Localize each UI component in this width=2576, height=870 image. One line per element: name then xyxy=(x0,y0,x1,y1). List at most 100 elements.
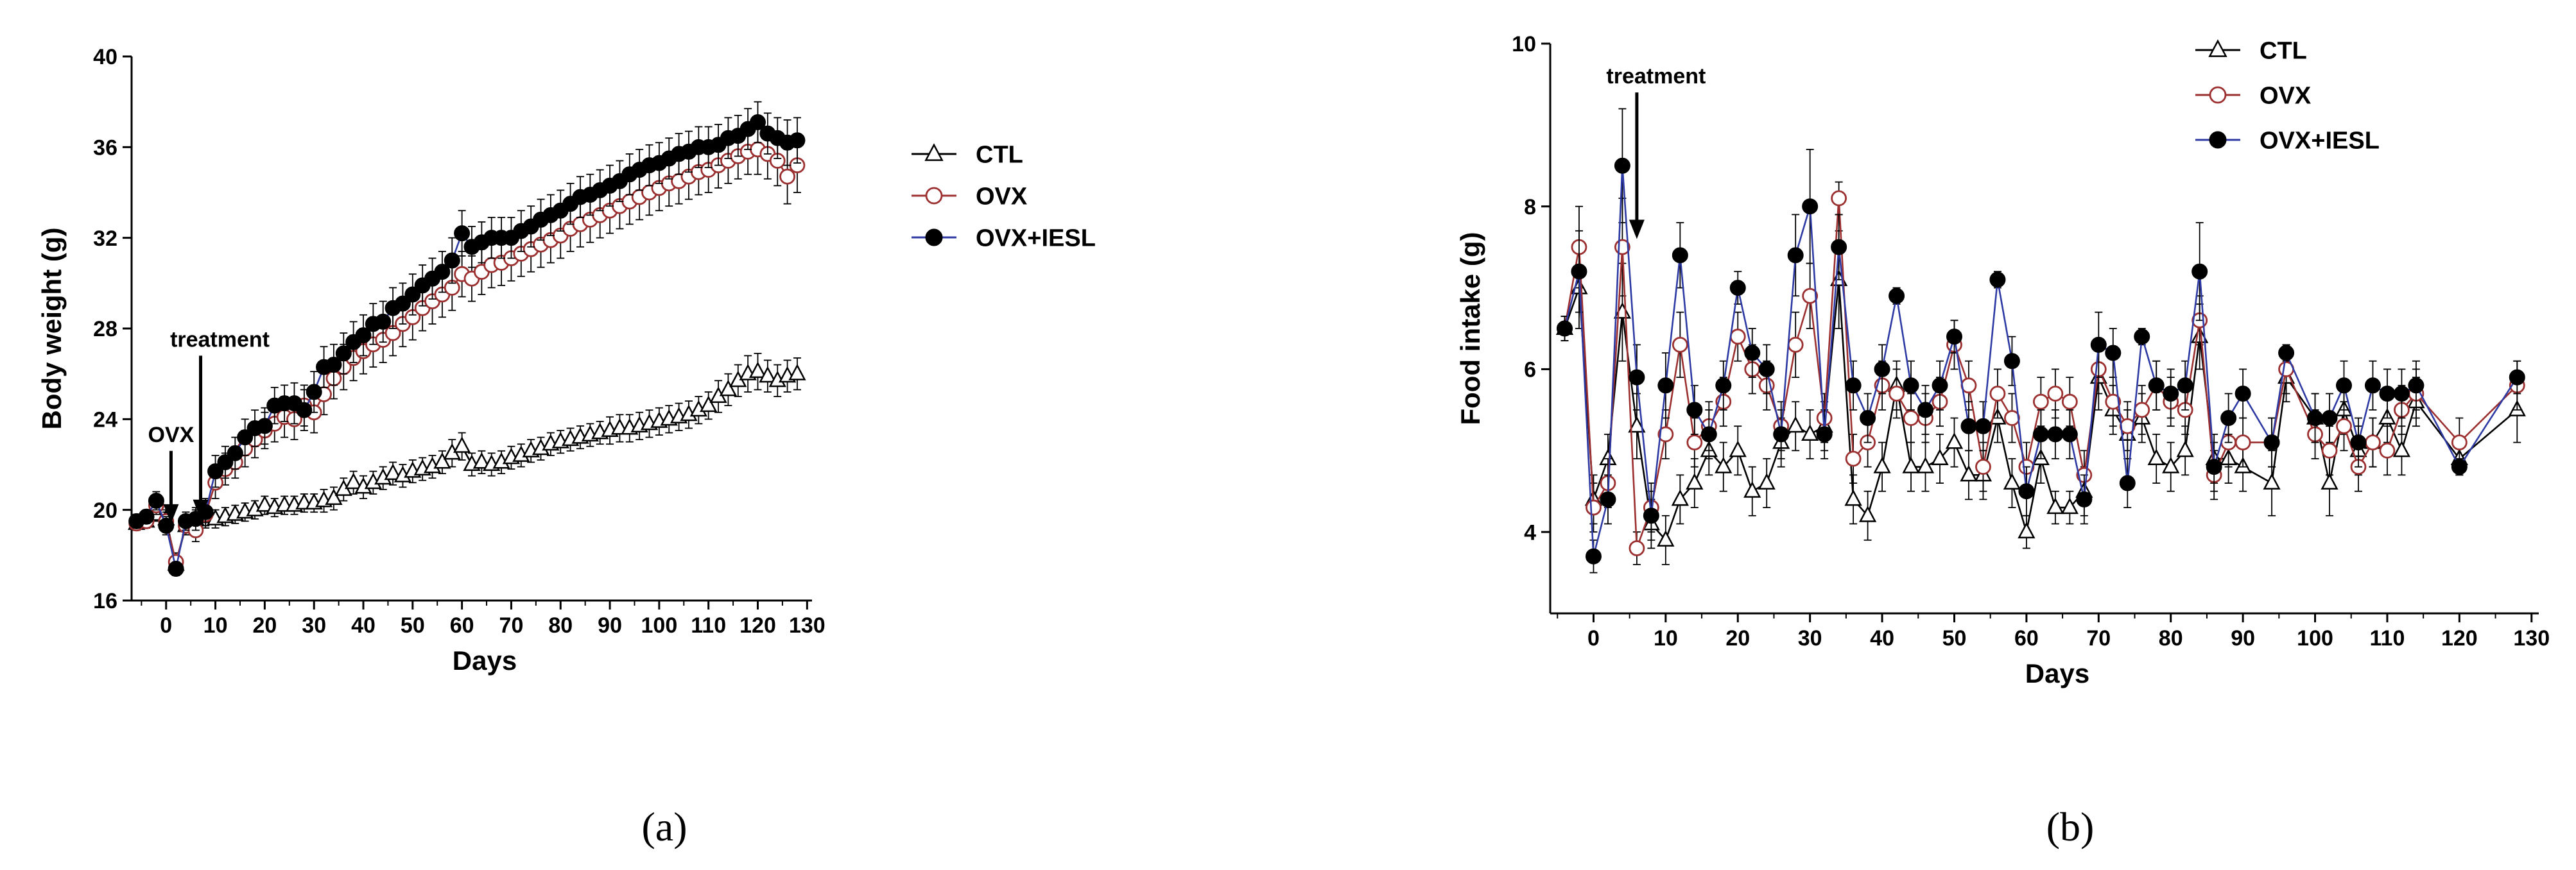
data-point xyxy=(2307,410,2324,427)
y-axis-label: Body weight (g) xyxy=(37,228,67,430)
x-axis-label: Days xyxy=(2025,658,2089,688)
series-ovx xyxy=(1557,181,2525,565)
annotation-treatment: treatment xyxy=(170,327,270,519)
data-point xyxy=(1715,377,1732,394)
legend-label: CTL xyxy=(2260,38,2307,65)
x-tick-label: 60 xyxy=(2014,626,2039,651)
data-point xyxy=(2263,434,2280,451)
data-point xyxy=(2032,393,2049,410)
data-point xyxy=(1657,530,1675,547)
annotation-label: OVX xyxy=(148,423,194,447)
data-point xyxy=(1945,432,1964,449)
data-point xyxy=(1831,239,1847,255)
data-point xyxy=(2090,336,2107,353)
x-tick-label: 110 xyxy=(2370,626,2405,651)
data-point xyxy=(1975,459,1991,475)
x-tick-label: 90 xyxy=(598,613,622,638)
data-point xyxy=(1903,377,1919,394)
data-point xyxy=(2365,434,2381,450)
series-line xyxy=(1564,198,2518,549)
data-point xyxy=(2003,473,2021,490)
x-tick-label: 30 xyxy=(1798,626,1822,651)
data-point xyxy=(2119,475,2136,491)
x-tick-label: 50 xyxy=(401,613,425,638)
data-point xyxy=(2018,483,2035,500)
data-point xyxy=(2379,385,2396,402)
panel-a-body-weight-chart: 16 20 24 28 32 36 40 0 10 20 30 40 50 60 70 80 90 100 110 1… xyxy=(37,45,1096,676)
y-tick-label: 6 xyxy=(1524,358,1536,382)
data-point xyxy=(2235,434,2251,450)
x-tick-label: 120 xyxy=(739,613,776,638)
data-point xyxy=(1845,450,1862,467)
data-point xyxy=(1946,328,1962,345)
data-point xyxy=(1729,440,1747,457)
y-tick-label: 28 xyxy=(93,317,117,341)
data-point xyxy=(1889,287,1905,304)
y-tick-label: 24 xyxy=(93,408,117,432)
x-tick-label: 10 xyxy=(203,613,228,638)
series-ovx-iesl xyxy=(1556,108,2525,574)
data-point xyxy=(1743,481,1761,498)
annotation-ovx: OVX xyxy=(148,423,194,524)
x-tick-label: 0 xyxy=(1587,626,1600,651)
data-point xyxy=(1700,426,1717,443)
x-tick-label: 80 xyxy=(2159,626,2183,651)
legend-marker xyxy=(925,228,943,246)
legend-entry: OVX+IESL xyxy=(2195,128,2380,155)
data-point xyxy=(2047,386,2064,402)
data-point xyxy=(1628,416,1646,433)
series-ovx-iesl xyxy=(128,101,806,577)
data-point xyxy=(1787,336,1804,353)
data-point xyxy=(1931,448,1949,465)
data-point xyxy=(2321,410,2338,427)
data-point xyxy=(2162,457,2180,473)
y-tick-label: 40 xyxy=(93,45,117,69)
data-point xyxy=(255,495,274,512)
data-point xyxy=(1758,473,1776,490)
data-point xyxy=(325,488,343,506)
data-point xyxy=(2105,345,2122,361)
data-point xyxy=(2105,393,2122,410)
data-point xyxy=(1729,280,1746,296)
y-tick-label: 8 xyxy=(1524,195,1536,219)
data-point xyxy=(1657,377,1674,394)
data-point xyxy=(700,395,718,413)
data-point xyxy=(2364,377,2381,394)
x-tick-label: 0 xyxy=(160,613,172,638)
data-point xyxy=(375,313,392,330)
data-point xyxy=(1801,424,1819,441)
x-tick-label: 30 xyxy=(302,613,326,638)
x-tick-label: 120 xyxy=(2441,626,2478,651)
data-point xyxy=(1844,489,1862,506)
data-point xyxy=(748,361,767,379)
y-axis-label: Food intake (g) xyxy=(1455,232,1485,425)
x-tick-label: 10 xyxy=(1654,626,1678,651)
data-point xyxy=(1916,457,1935,473)
y-tick-label: 4 xyxy=(1524,520,1536,545)
legend-label: OVX xyxy=(2260,83,2312,110)
x-axis-label: Days xyxy=(453,645,517,676)
data-point xyxy=(1831,190,1847,207)
y-tick-label: 16 xyxy=(93,589,117,613)
data-point xyxy=(1873,457,1891,473)
data-point xyxy=(444,252,460,269)
x-tick-label: 70 xyxy=(2086,626,2111,651)
data-point xyxy=(2061,426,2078,443)
y-tick-label: 20 xyxy=(93,499,117,523)
data-point xyxy=(2321,442,2338,459)
data-point xyxy=(1686,402,1703,418)
legend-label: OVX+IESL xyxy=(976,225,1096,252)
data-point xyxy=(1671,489,1689,506)
data-point xyxy=(2206,459,2222,475)
data-point xyxy=(472,452,490,469)
data-point xyxy=(1614,157,1630,174)
legend-entry: OVX xyxy=(912,183,1028,210)
data-point xyxy=(168,561,184,577)
data-point xyxy=(1932,377,1948,394)
data-point xyxy=(2263,473,2281,490)
data-point xyxy=(1802,287,1819,304)
data-point xyxy=(2336,418,2352,434)
x-tick-label: 40 xyxy=(351,613,376,638)
data-point xyxy=(1786,416,1804,433)
annotation-label: treatment xyxy=(170,327,270,352)
